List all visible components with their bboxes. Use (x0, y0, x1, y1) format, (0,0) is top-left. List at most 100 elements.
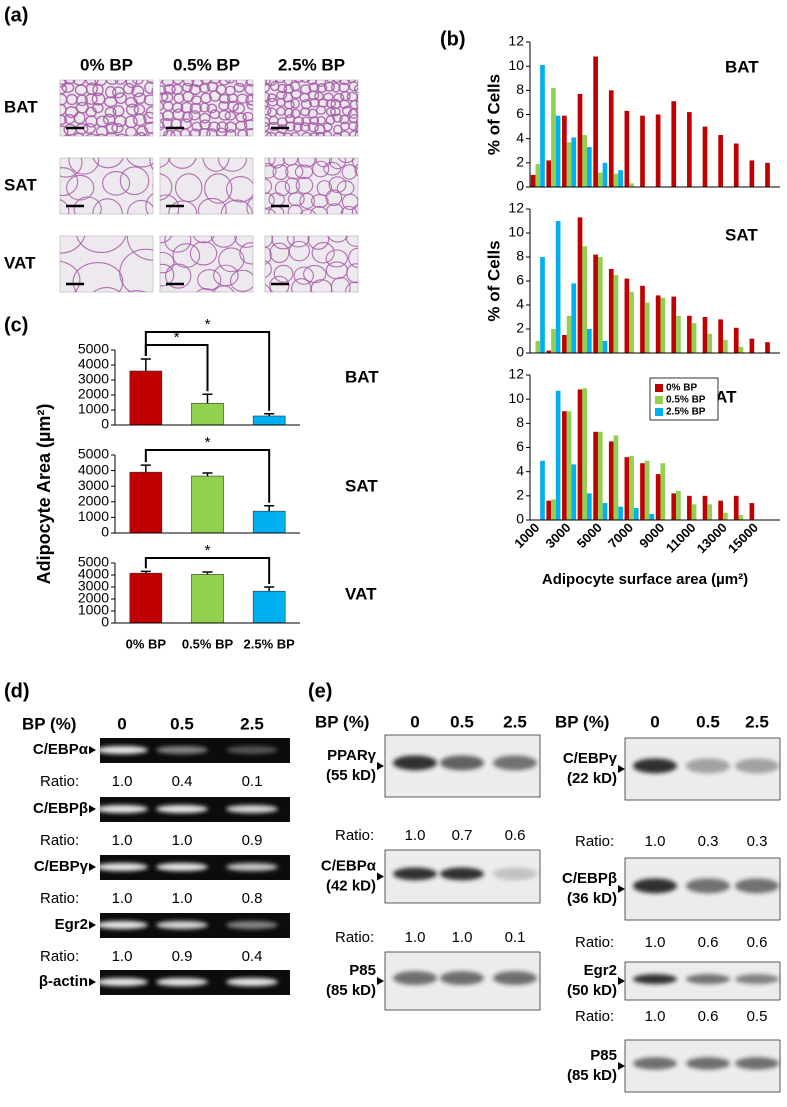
blot-band (493, 971, 537, 986)
bar (613, 275, 619, 353)
bar (555, 221, 561, 353)
cell (116, 133, 128, 136)
cell (339, 99, 350, 109)
ratio-label: Ratio: (575, 1008, 614, 1025)
cell (112, 86, 125, 99)
y-tick-label: 12 (508, 200, 524, 216)
cell (191, 121, 203, 132)
cell (233, 82, 245, 93)
cell (160, 194, 180, 214)
cell (286, 139, 302, 154)
bar (252, 510, 286, 534)
bar (571, 137, 577, 187)
ratio-value: 0.7 (452, 827, 473, 844)
bar (577, 93, 583, 187)
cell (265, 158, 276, 167)
cell (145, 106, 153, 119)
cell (147, 139, 156, 149)
cell (265, 260, 272, 278)
bar (733, 143, 739, 187)
bar (733, 495, 739, 520)
bar (702, 126, 708, 187)
cell (46, 86, 58, 97)
cell (237, 129, 249, 136)
row-label: VAT (4, 253, 36, 272)
cell (85, 80, 99, 86)
arrow-marker (89, 921, 96, 929)
cell (75, 94, 89, 107)
cell (168, 158, 197, 169)
bar (566, 142, 572, 187)
ratio-value: 1.0 (112, 890, 133, 907)
cell (145, 193, 153, 214)
cell (306, 299, 326, 318)
cell (43, 106, 54, 116)
significance-mark: * (205, 542, 211, 559)
ratio-label: Ratio: (575, 833, 614, 850)
cell (349, 68, 359, 75)
blot-band (440, 755, 484, 771)
dose-label: 0 (650, 712, 659, 731)
cell (274, 131, 286, 136)
y-tick-label: 5000 (78, 554, 109, 570)
y-tick-label: 0 (516, 511, 524, 527)
gene-label: C/EBPα (33, 741, 89, 758)
cell (60, 80, 68, 88)
bar (749, 338, 755, 353)
y-tick-label: 5000 (78, 446, 109, 462)
cell (315, 105, 327, 115)
cell (65, 174, 95, 201)
ratio-value: 0.6 (505, 827, 526, 844)
cell (348, 113, 358, 124)
dose-label: 0 (410, 712, 419, 731)
cell (204, 173, 233, 204)
y-tick-label: 4000 (78, 356, 109, 372)
cell (60, 260, 81, 292)
cell-outlines (31, 236, 153, 349)
blot-band (393, 867, 437, 881)
cell (325, 249, 348, 268)
gel-band (156, 978, 208, 986)
bar (562, 115, 567, 187)
cell (356, 93, 358, 101)
cell (72, 132, 85, 136)
bar (629, 183, 634, 187)
cell (84, 93, 98, 105)
y-tick-label: 0 (516, 344, 524, 360)
cell (341, 105, 352, 116)
cell (265, 163, 277, 179)
cell (105, 121, 118, 135)
cell (114, 80, 127, 85)
gel-band (156, 921, 208, 929)
cell (299, 107, 311, 117)
cell (56, 65, 67, 76)
error-bar (202, 393, 213, 404)
cell (143, 111, 153, 125)
protein-size: (55 kD) (326, 767, 376, 784)
cell (265, 100, 269, 110)
bar (633, 507, 639, 520)
bar (562, 335, 567, 353)
protein-label: P85 (349, 962, 376, 979)
ratio-label: Ratio: (40, 890, 79, 907)
gel-band (96, 863, 148, 871)
cell (352, 158, 358, 170)
cell (156, 137, 168, 147)
protein-size: (42 kD) (326, 877, 376, 894)
y-tick-label: 2 (516, 320, 524, 336)
cell (295, 176, 314, 194)
cell (220, 199, 253, 214)
cell (354, 69, 364, 77)
bar (629, 291, 634, 353)
cell (332, 113, 343, 123)
cell-outlines (160, 158, 253, 214)
cell (357, 196, 358, 202)
error-bar (264, 586, 275, 592)
gene-label: β-actin (39, 973, 88, 990)
cell (31, 302, 80, 349)
cell (354, 163, 358, 177)
arrow-marker (377, 762, 384, 770)
ratio-value: 0.6 (698, 934, 719, 951)
cell (310, 206, 329, 214)
cell (179, 128, 191, 136)
